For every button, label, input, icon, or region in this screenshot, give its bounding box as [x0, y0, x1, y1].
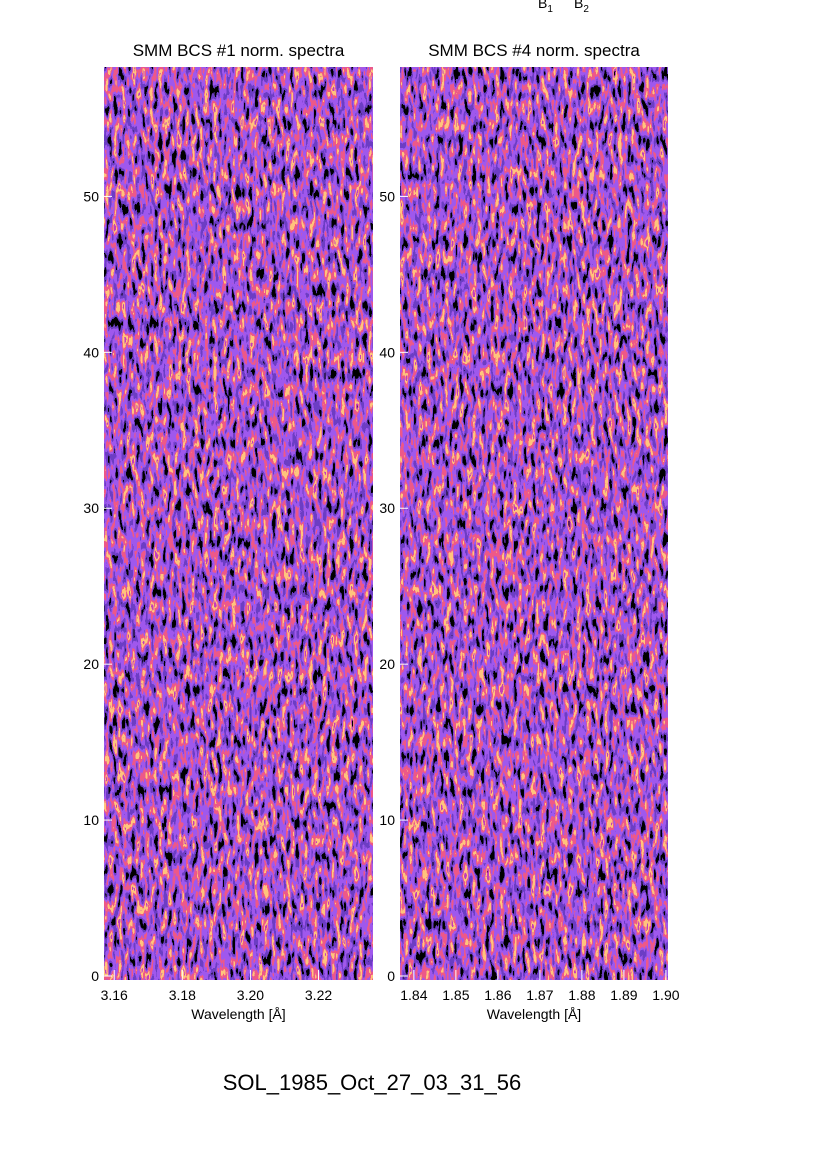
x-tick-label: 1.89: [610, 987, 637, 1003]
y-tick-label: 0: [387, 968, 395, 984]
y-tick-label: 50: [83, 188, 99, 204]
x-tick-label: 3.20: [237, 987, 264, 1003]
figure-title: SOL_1985_Oct_27_03_31_56: [223, 1070, 521, 1095]
y-tick-label: 40: [83, 344, 99, 360]
annotation: B2: [574, 0, 589, 15]
y-tick-label: 0: [91, 968, 99, 984]
x-tick-label: 1.85: [442, 987, 469, 1003]
panel-title: SMM BCS #1 norm. spectra: [133, 41, 345, 60]
x-tick-label: 1.87: [526, 987, 553, 1003]
annotation-base: B: [574, 0, 583, 11]
y-tick-label: 20: [379, 656, 395, 672]
y-tick-label: 10: [83, 812, 99, 828]
annotation: B1: [538, 0, 553, 15]
spectra-image: [400, 67, 668, 980]
annotation-sub: 2: [583, 4, 589, 15]
x-tick-label: 3.18: [169, 987, 196, 1003]
x-tick-label: 1.84: [400, 987, 427, 1003]
y-tick-label: 40: [379, 344, 395, 360]
x-tick-label: 1.88: [568, 987, 595, 1003]
y-tick-label: 30: [379, 500, 395, 516]
x-tick-label: 3.22: [305, 987, 332, 1003]
annotation-base: B: [538, 0, 547, 11]
y-tick-label: 50: [379, 188, 395, 204]
y-tick-label: 10: [379, 812, 395, 828]
x-tick-label: 1.86: [484, 987, 511, 1003]
x-axis-label: Wavelength [Å]: [487, 1006, 581, 1022]
x-axis-label: Wavelength [Å]: [191, 1006, 285, 1022]
annotation-sub: 1: [547, 4, 553, 15]
x-tick-label: 3.16: [101, 987, 128, 1003]
x-tick-label: 1.90: [652, 987, 679, 1003]
y-tick-label: 20: [83, 656, 99, 672]
panel-title: SMM BCS #4 norm. spectra: [428, 41, 640, 60]
y-tick-label: 30: [83, 500, 99, 516]
spectra-image: [104, 67, 373, 980]
